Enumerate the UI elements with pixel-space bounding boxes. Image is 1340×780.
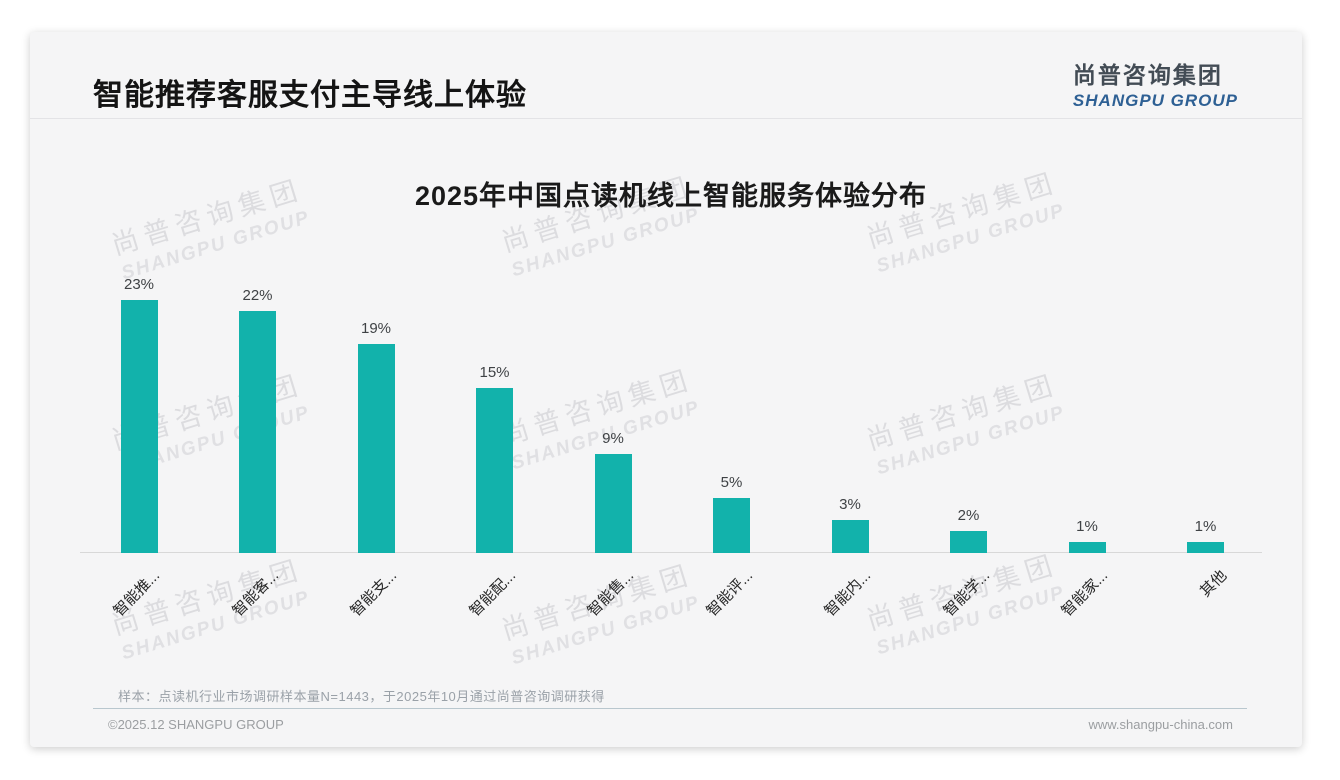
header: 智能推荐客服支付主导线上体验 尚普咨询集团 SHANGPU GROUP [30, 32, 1302, 119]
bar [476, 388, 513, 553]
bar-value-label: 19% [360, 320, 392, 337]
x-axis-line [80, 552, 1262, 553]
bar [594, 454, 632, 553]
x-axis-category-label: 其他 [1196, 567, 1230, 601]
x-axis-category-label: 智能配... [465, 567, 519, 620]
bar-value-label: 9% [602, 430, 624, 447]
brand-logo-cn: 尚普咨询集团 [1072, 62, 1223, 88]
brand-logo: 尚普咨询集团 SHANGPU GROUP [1073, 56, 1238, 111]
slide-card: 尚普咨询集团 SHANGPU GROUP 尚普咨询集团 SHANGPU GROUP 尚普… [30, 32, 1302, 747]
x-axis-category-label: 智能推... [110, 567, 164, 620]
bar [120, 300, 158, 553]
bar-value-label: 1% [1076, 518, 1098, 535]
bar [713, 498, 750, 553]
bar [1187, 542, 1224, 553]
bar [357, 344, 395, 553]
chart-title: 2025年中国点读机线上智能服务体验分布 [414, 181, 928, 211]
bar-value-label: 1% [1194, 518, 1217, 535]
x-axis-category-label: 智能评... [702, 567, 756, 620]
bar [831, 520, 869, 553]
bar-value-label: 3% [839, 496, 861, 513]
bar-chart-plot-area: 23% 智能推... 22% 智能客... 19% 智能支... 15% 智能配... 9% 智能… [80, 172, 1262, 620]
brand-logo-en: SHANGPU GROUP [1072, 91, 1238, 110]
x-axis-category-label: 智能支... [347, 567, 401, 620]
copyright-text: ©2025.12 SHANGPU GROUP [108, 717, 284, 732]
bar-value-label: 22% [242, 287, 273, 304]
x-axis-category-label: 智能客... [228, 567, 282, 620]
bar [239, 311, 276, 553]
x-axis-category-label: 智能内... [821, 567, 875, 620]
bar [1068, 542, 1106, 553]
footer: ©2025.12 SHANGPU GROUP www.shangpu-china… [30, 717, 1302, 732]
footer-divider [93, 708, 1247, 709]
bar-value-label: 2% [957, 507, 980, 524]
x-axis-category-label: 智能售... [584, 567, 638, 620]
x-axis-category-label: 智能家... [1058, 567, 1112, 620]
sample-note: 样本：点读机行业市场调研样本量N=1443，于2025年10月通过尚普咨询调研获… [118, 689, 605, 704]
bar-value-label: 15% [479, 364, 510, 381]
bar-value-label: 23% [123, 276, 155, 293]
bar [950, 531, 987, 553]
bar-value-label: 5% [720, 474, 743, 491]
page-title: 智能推荐客服支付主导线上体验 [93, 79, 527, 112]
x-axis-category-label: 智能学... [939, 567, 993, 620]
website-text: www.shangpu-china.com [1088, 717, 1233, 732]
